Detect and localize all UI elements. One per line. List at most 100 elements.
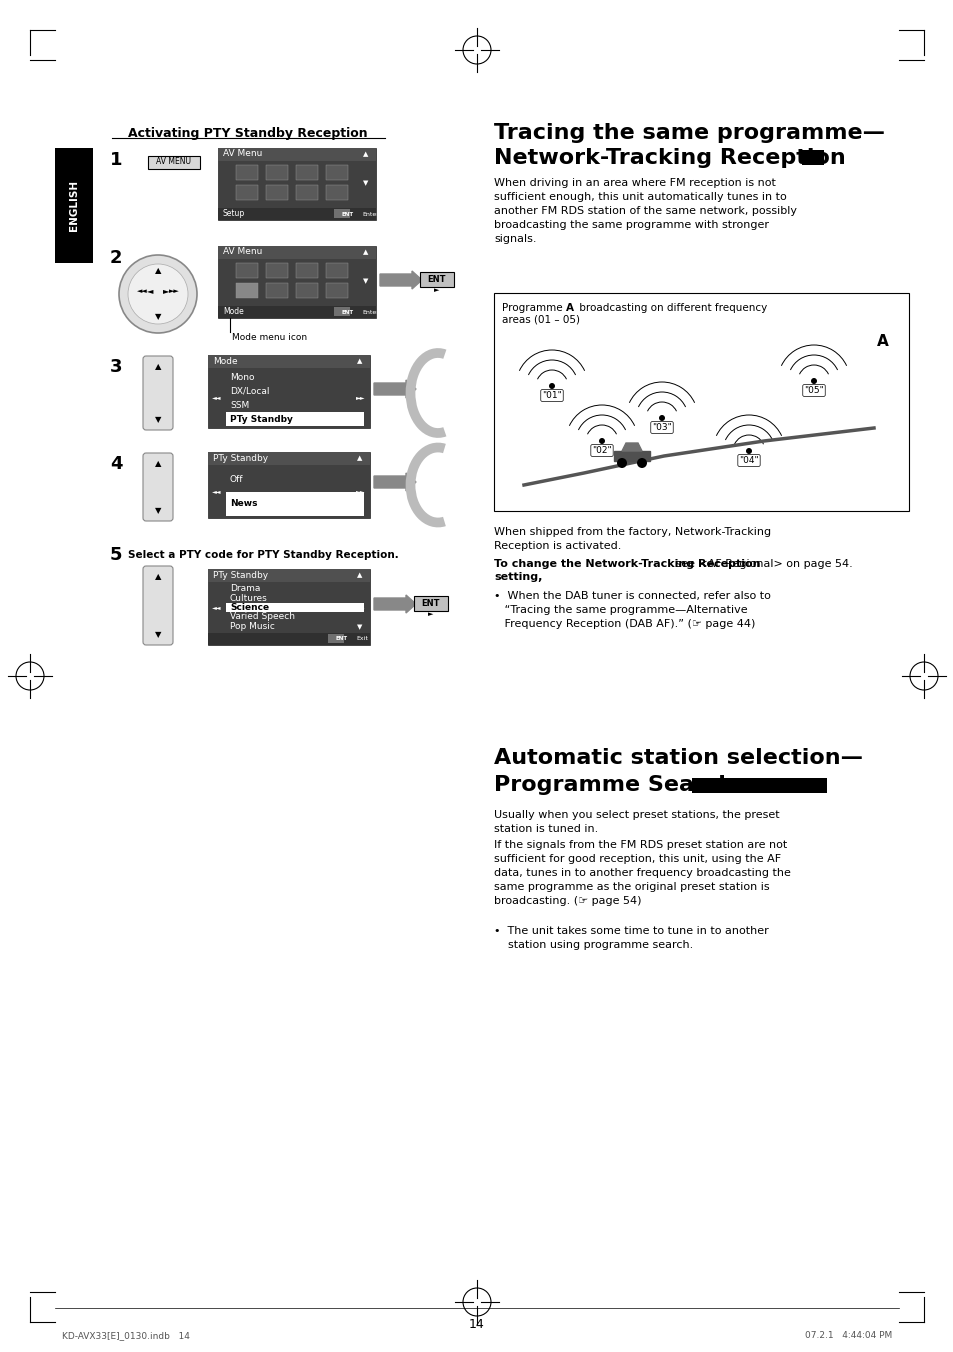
Text: ▲: ▲	[363, 151, 368, 157]
Bar	[208, 356, 370, 429]
Bar	[226, 603, 364, 612]
Bar	[334, 307, 350, 316]
Text: Cultures: Cultures	[230, 594, 268, 603]
Text: •  The unit takes some time to tune in to another
    station using programme se: • The unit takes some time to tune in to…	[494, 926, 768, 950]
Text: Pop Music: Pop Music	[230, 622, 274, 631]
FancyBboxPatch shape	[143, 453, 172, 521]
Bar	[218, 147, 375, 161]
Text: ENT: ENT	[341, 310, 354, 315]
Text: "03": "03"	[652, 423, 671, 433]
Bar	[226, 492, 364, 516]
Bar	[208, 569, 370, 581]
Text: 14: 14	[469, 1318, 484, 1332]
Bar	[208, 569, 370, 645]
Text: ▼: ▼	[154, 415, 161, 425]
Text: ▼: ▼	[357, 419, 362, 425]
Text: ▲: ▲	[154, 266, 161, 276]
FancyBboxPatch shape	[143, 566, 172, 645]
Text: ▼: ▼	[363, 279, 368, 284]
Text: 2: 2	[110, 249, 122, 266]
Bar	[226, 412, 364, 426]
Text: A: A	[565, 303, 574, 314]
Bar	[55, 147, 92, 264]
Text: Automatic station selection—: Automatic station selection—	[494, 748, 862, 768]
FancyArrow shape	[374, 380, 416, 397]
Text: KD-AVX33[E]_0130.indb   14: KD-AVX33[E]_0130.indb 14	[62, 1332, 190, 1340]
Polygon shape	[621, 443, 641, 452]
Circle shape	[637, 458, 646, 468]
Circle shape	[548, 383, 555, 389]
Text: "04": "04"	[739, 456, 758, 465]
Text: ▲: ▲	[357, 456, 362, 461]
FancyBboxPatch shape	[143, 356, 172, 430]
Bar	[266, 185, 288, 200]
Text: Network-Tracking Reception: Network-Tracking Reception	[494, 147, 845, 168]
Text: "01": "01"	[541, 391, 561, 400]
Text: ►►: ►►	[355, 396, 365, 400]
Text: Off: Off	[230, 475, 243, 484]
Text: ▼: ▼	[154, 630, 161, 639]
Text: Mode: Mode	[213, 357, 237, 366]
Text: ▼: ▼	[154, 312, 161, 322]
Text: ▲: ▲	[357, 358, 362, 365]
Text: A: A	[876, 334, 888, 349]
Text: "02": "02"	[592, 446, 611, 456]
Text: ►: ►	[428, 611, 434, 617]
Text: areas (01 – 05): areas (01 – 05)	[501, 315, 579, 324]
Text: Setup: Setup	[223, 210, 245, 219]
Text: ENT: ENT	[427, 276, 446, 284]
Text: ◄: ◄	[147, 287, 153, 296]
Bar	[266, 264, 288, 279]
Text: Programme: Programme	[501, 303, 565, 314]
Text: 3: 3	[110, 358, 122, 376]
Bar	[208, 356, 370, 368]
Text: "05": "05"	[803, 387, 823, 395]
Bar	[326, 264, 348, 279]
Text: Mode menu icon: Mode menu icon	[232, 334, 307, 342]
Text: Mode: Mode	[223, 307, 244, 316]
Text: ▼: ▼	[357, 508, 362, 515]
Circle shape	[128, 264, 188, 324]
Text: Enter: Enter	[361, 211, 378, 216]
Bar	[419, 272, 454, 287]
Bar	[208, 452, 370, 465]
Text: PTy Standby: PTy Standby	[230, 415, 293, 423]
Text: Mono: Mono	[230, 373, 254, 381]
Text: 5: 5	[110, 546, 122, 564]
Text: Science: Science	[230, 603, 269, 612]
Circle shape	[659, 415, 664, 420]
Bar	[414, 596, 448, 611]
Text: •  When the DAB tuner is connected, refer also to
   “Tracing the same programme: • When the DAB tuner is connected, refer…	[494, 591, 770, 629]
Text: ENT: ENT	[341, 211, 354, 216]
Text: 4: 4	[110, 456, 122, 473]
Text: When shipped from the factory, Network-Tracking
Reception is activated.: When shipped from the factory, Network-T…	[494, 527, 770, 552]
Bar	[218, 208, 375, 220]
Text: DX/Local: DX/Local	[230, 387, 269, 396]
Bar	[295, 283, 317, 297]
Text: Programme Search: Programme Search	[494, 775, 734, 795]
Text: Drama: Drama	[230, 584, 260, 594]
Circle shape	[119, 256, 196, 333]
Text: ◄◄: ◄◄	[212, 604, 221, 610]
Text: To change the Network-Tracking Reception
setting,: To change the Network-Tracking Reception…	[494, 558, 760, 583]
Bar	[326, 283, 348, 297]
Text: ENT: ENT	[421, 599, 439, 608]
Text: AV Menu: AV Menu	[223, 150, 262, 158]
Text: ▼: ▼	[154, 507, 161, 515]
Text: Exit: Exit	[355, 637, 368, 641]
Bar	[326, 165, 348, 180]
Text: broadcasting on different frequency: broadcasting on different frequency	[576, 303, 766, 314]
Bar	[235, 283, 257, 297]
Text: If the signals from the FM RDS preset station are not
sufficient for good recept: If the signals from the FM RDS preset st…	[494, 840, 790, 906]
Text: AV Menu: AV Menu	[223, 247, 262, 257]
Text: ▲: ▲	[357, 572, 362, 579]
Bar	[148, 155, 200, 169]
Text: ◄◄: ◄◄	[212, 489, 221, 493]
Text: ▲: ▲	[154, 362, 161, 372]
Text: 07.2.1   4:44:04 PM: 07.2.1 4:44:04 PM	[804, 1332, 891, 1340]
Text: 1: 1	[110, 151, 122, 169]
Text: PTy Standby: PTy Standby	[213, 571, 268, 580]
Text: Tracing the same programme—: Tracing the same programme—	[494, 123, 884, 143]
Text: ◄◄: ◄◄	[212, 396, 221, 400]
Bar	[218, 246, 375, 318]
